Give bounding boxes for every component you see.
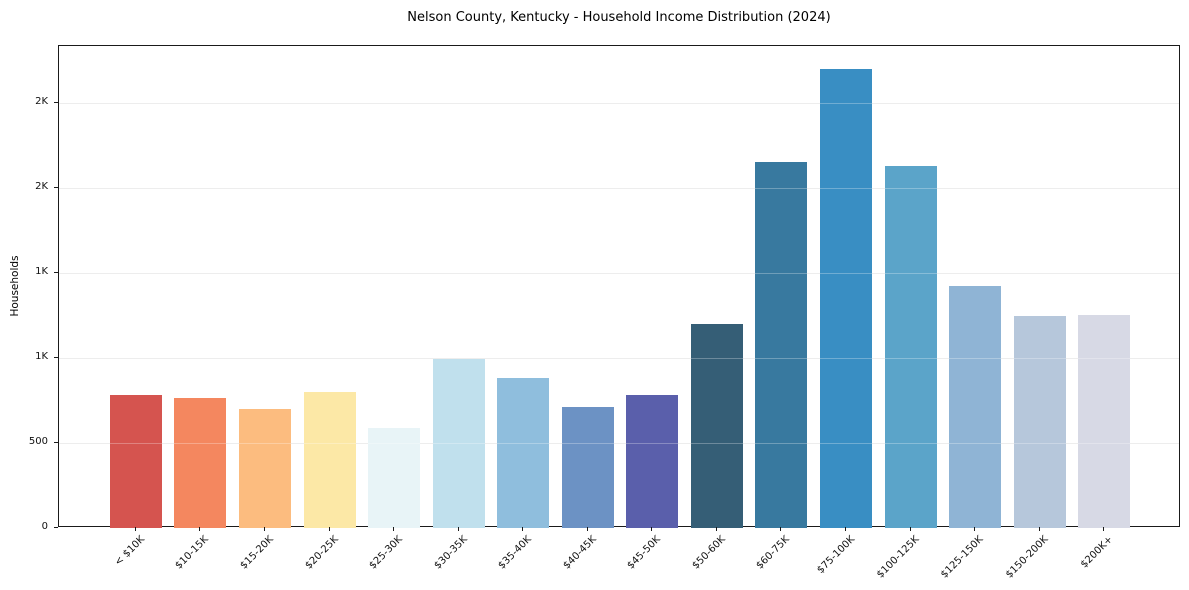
x-tick-mark: [134, 527, 136, 531]
y-tick-label: 1K: [35, 351, 48, 362]
y-tick-label: 500: [28, 436, 48, 447]
x-tick-mark: [1103, 527, 1105, 531]
x-tick-label: $60-75K: [754, 534, 793, 572]
gridline: [59, 188, 1179, 189]
x-tick-label: $125-150K: [939, 534, 986, 581]
bar: [884, 165, 937, 528]
x-tick-mark: [522, 527, 524, 531]
bar: [949, 285, 1002, 528]
x-tick-mark: [328, 527, 330, 531]
x-tick-mark: [845, 527, 846, 531]
x-tick-label: $10-15K: [173, 534, 212, 572]
chart-title: Nelson County, Kentucky - Household Inco…: [407, 10, 831, 25]
y-tick-mark: [54, 272, 58, 273]
bar: [109, 395, 162, 528]
x-tick-label: $150-200K: [1003, 534, 1051, 581]
bar: [690, 324, 743, 528]
bar: [303, 392, 356, 528]
x-tick-label: $40-45K: [561, 534, 599, 572]
bars-layer: [59, 46, 1179, 528]
bar: [1078, 314, 1131, 528]
x-tick-label: $75-100K: [814, 534, 857, 576]
bar: [626, 394, 679, 528]
x-tick-mark: [651, 527, 653, 531]
gridline: [59, 358, 1179, 359]
gridline: [59, 443, 1179, 444]
x-tick-mark: [586, 527, 588, 531]
x-tick-mark: [715, 527, 717, 531]
gridlines-over-layer: [59, 46, 1179, 526]
gridline-overlay: [59, 443, 1179, 444]
y-tick-mark: [54, 357, 58, 358]
x-tick-mark: [974, 527, 976, 531]
x-tick-mark: [393, 527, 394, 531]
y-tick-label: 2K: [35, 181, 48, 192]
x-tick-label: $100-125K: [874, 534, 922, 581]
y-tick-mark: [54, 442, 58, 443]
gridline-overlay: [59, 273, 1179, 274]
x-tick-mark: [909, 527, 911, 531]
x-tick-label: $35-40K: [496, 534, 534, 572]
bar: [561, 407, 614, 528]
bar: [497, 378, 550, 528]
y-tick-label: 2K: [35, 96, 48, 107]
bar: [820, 69, 872, 528]
x-tick-mark: [780, 527, 782, 531]
bar: [368, 427, 420, 528]
x-tick-label: $25-30K: [367, 534, 405, 572]
y-tick-mark: [54, 102, 58, 103]
x-tick-mark: [199, 527, 201, 531]
plot-area: [58, 45, 1180, 528]
gridline-overlay: [59, 188, 1179, 189]
gridlines-under-layer: [59, 46, 1179, 526]
y-tick-mark: [54, 527, 58, 528]
x-tick-label: $45-50K: [625, 534, 664, 572]
x-tick-mark: [263, 527, 265, 531]
x-tick-mark: [1038, 527, 1040, 531]
x-tick-label: $15-20K: [238, 534, 276, 572]
y-tick-label: 1K: [35, 266, 48, 277]
gridline: [59, 103, 1179, 104]
gridline-overlay: [59, 103, 1179, 104]
gridline: [59, 273, 1179, 274]
x-tick-label: $50-60K: [690, 534, 728, 572]
bar: [1013, 315, 1066, 528]
x-tick-label: $30-35K: [431, 534, 470, 572]
y-tick-mark: [54, 187, 58, 188]
x-tick-label: $20-25K: [302, 534, 341, 572]
bar: [174, 397, 227, 528]
y-axis-label: Households: [9, 255, 21, 317]
bar: [238, 409, 291, 528]
bar: [432, 358, 485, 528]
y-tick-label: 0: [41, 521, 48, 532]
x-tick-label: $200K+: [1078, 534, 1115, 571]
bar: [755, 161, 808, 528]
x-tick-label: < $10K: [112, 534, 147, 569]
x-tick-mark: [457, 527, 459, 531]
gridline-overlay: [59, 358, 1179, 359]
